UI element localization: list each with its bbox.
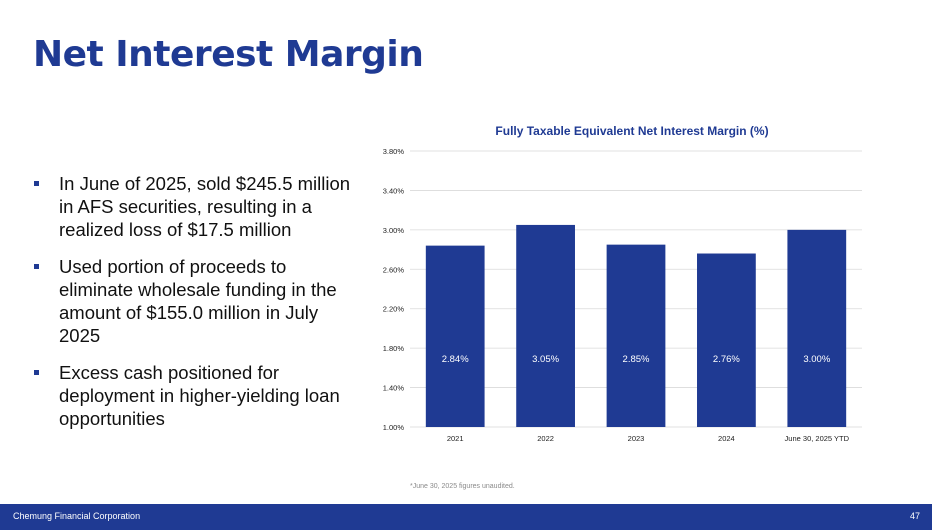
footer-bar: Chemung Financial Corporation 47 (0, 504, 932, 530)
data-label: 3.05% (532, 354, 559, 365)
bullet-text: Excess cash positioned for deployment in… (59, 362, 340, 429)
footnote: *June 30, 2025 figures unaudited. (410, 483, 515, 490)
square-bullet-icon (34, 264, 39, 269)
page-number: 47 (909, 511, 920, 521)
net-interest-margin-chart: Fully Taxable Equivalent Net Interest Ma… (383, 124, 862, 443)
y-tick-label: 2.60% (383, 265, 405, 274)
y-tick-label: 3.40% (383, 186, 405, 195)
data-label: 2.84% (442, 354, 469, 365)
y-tick-label: 1.80% (383, 344, 405, 353)
y-tick-label: 3.80% (383, 147, 405, 156)
bullet-text: In June of 2025, sold $245.5 million in … (59, 173, 351, 240)
bar (606, 244, 666, 427)
bullet-item: Excess cash positioned for deployment in… (34, 361, 354, 430)
y-tick-label: 3.00% (383, 226, 405, 235)
x-tick-label: 2024 (718, 434, 735, 443)
x-tick-label: 2022 (537, 434, 554, 443)
data-label: 2.76% (713, 354, 740, 365)
bar (516, 224, 575, 427)
bullet-list: In June of 2025, sold $245.5 million in … (34, 172, 354, 444)
company-name: Chemung Financial Corporation (13, 511, 141, 521)
x-tick-label: 2023 (628, 434, 645, 443)
data-label: 2.85% (623, 354, 650, 365)
bar (787, 229, 847, 427)
chart-title: Fully Taxable Equivalent Net Interest Ma… (495, 124, 768, 138)
bar (425, 245, 485, 427)
y-tick-label: 1.00% (383, 423, 405, 432)
square-bullet-icon (34, 181, 39, 186)
bullet-text: Used portion of proceeds to eliminate wh… (59, 256, 337, 346)
page-title: Net Interest Margin (33, 34, 424, 75)
y-tick-label: 1.40% (383, 384, 405, 393)
bar (697, 253, 756, 427)
y-tick-label: 2.20% (383, 305, 405, 314)
x-tick-label: 2021 (447, 434, 464, 443)
bullet-item: In June of 2025, sold $245.5 million in … (34, 172, 354, 241)
square-bullet-icon (34, 370, 39, 375)
x-tick-label: June 30, 2025 YTD (785, 434, 850, 443)
data-label: 3.00% (803, 354, 830, 365)
bullet-item: Used portion of proceeds to eliminate wh… (34, 255, 354, 347)
